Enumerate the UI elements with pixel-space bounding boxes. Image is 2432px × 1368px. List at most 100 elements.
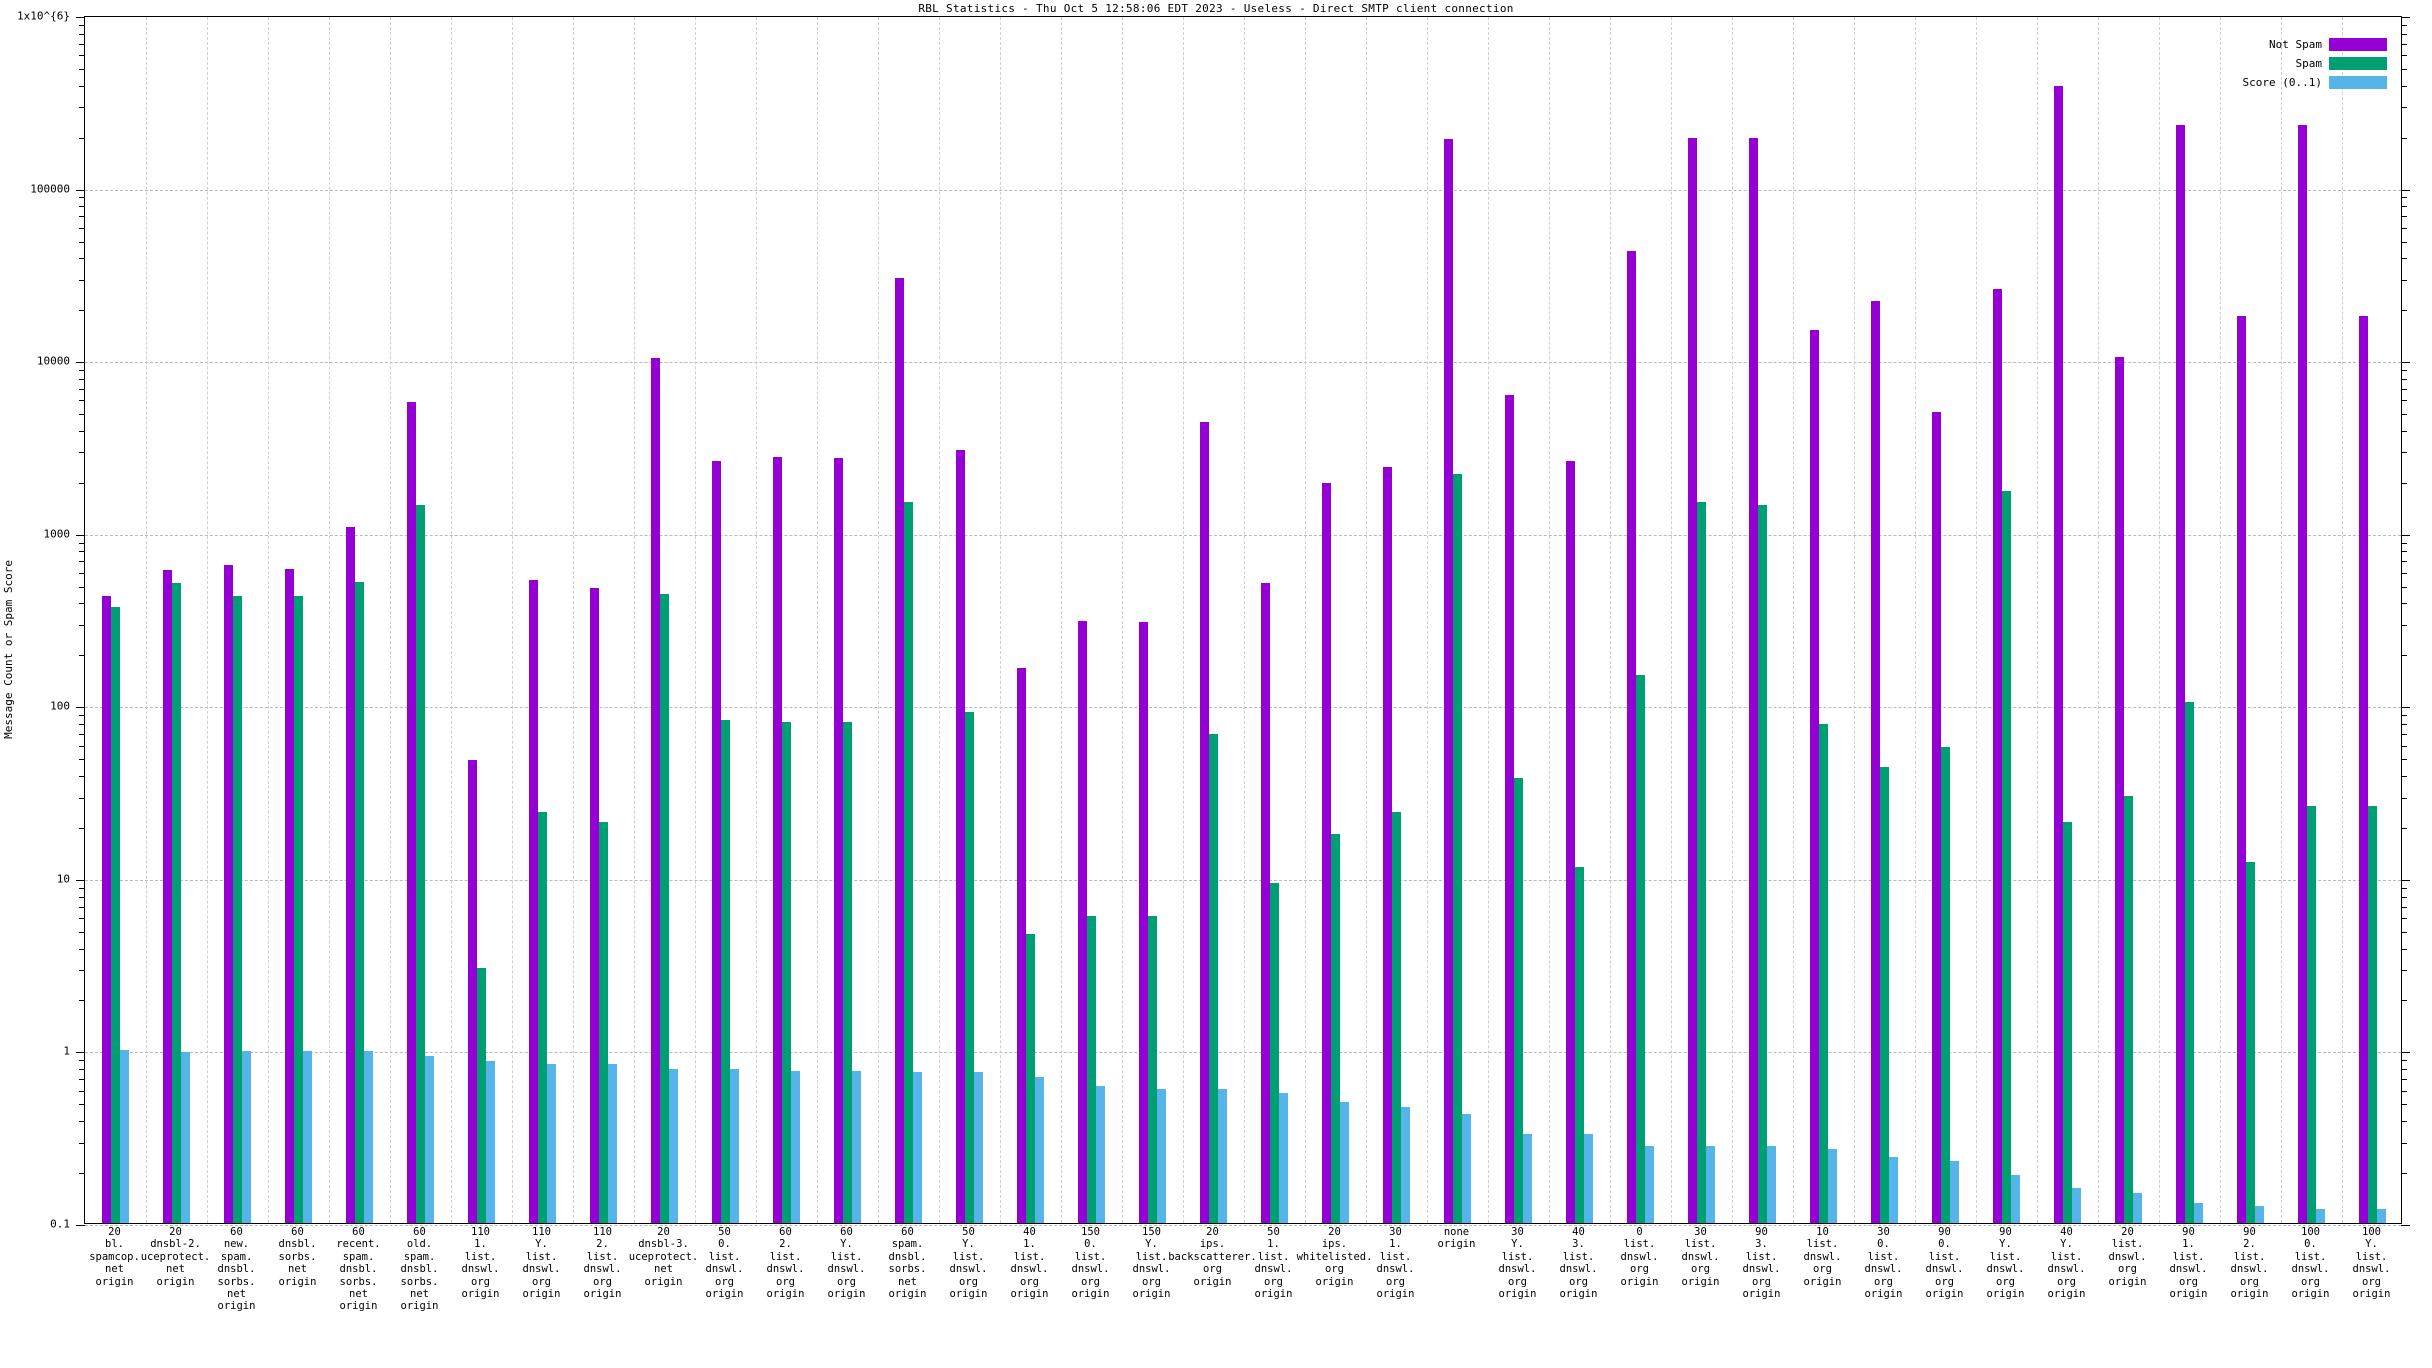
bar-group (2281, 17, 2342, 1223)
y-axis-tick-minor (2401, 24, 2407, 26)
bar-ns (1932, 412, 1942, 1223)
x-axis-tick-label: 20 dnsbl-2. uceprotect. net origin (140, 1226, 211, 1288)
y-axis-tick-minor (79, 551, 85, 553)
y-axis-tick-minor (2401, 197, 2407, 199)
bar-group (512, 17, 573, 1223)
y-axis-tick-minor (79, 452, 85, 454)
gridline-vertical (2281, 17, 2282, 1223)
y-axis-tick-minor (79, 715, 85, 717)
bar-ns (1139, 621, 1149, 1223)
gridline-vertical (878, 17, 879, 1223)
bar-group (2098, 17, 2159, 1223)
bar-group (1488, 17, 1549, 1223)
bar-sp (172, 583, 181, 1223)
bar-sp (782, 722, 791, 1223)
y-axis-tick-major (2401, 1052, 2410, 1054)
y-axis-tick-minor (2401, 378, 2407, 380)
gridline-vertical (1366, 17, 1367, 1223)
bar-sp (1514, 777, 1523, 1223)
bar-sp (843, 722, 852, 1223)
bar-ns (1322, 482, 1332, 1223)
x-axis-tick-label: 40 Y. list. dnswl. org origin (2047, 1226, 2086, 1301)
y-axis-tick-minor (79, 1060, 85, 1062)
bar-group (2220, 17, 2281, 1223)
y-axis-tick-minor (2401, 310, 2407, 312)
bar-group (573, 17, 634, 1223)
chart-title: RBL Statistics - Thu Oct 5 12:58:06 EDT … (918, 2, 1514, 15)
y-axis-tick-major (76, 534, 85, 536)
y-axis-tick-minor (79, 85, 85, 87)
y-axis-tick-label: 1x10^{6} (17, 9, 70, 23)
bar-ns (590, 587, 600, 1223)
bar-ns (1993, 288, 2003, 1223)
y-axis-tick-label: 10 (56, 872, 70, 886)
bar-sp (1026, 934, 1035, 1223)
y-axis-tick-minor (79, 1121, 85, 1123)
gridline-vertical (1244, 17, 1245, 1223)
bar-group (756, 17, 817, 1223)
bar-sp (721, 720, 730, 1223)
y-axis-tick-major (76, 17, 85, 18)
y-axis-tick-minor (79, 827, 85, 829)
y-axis-tick-label: 0.1 (50, 1217, 70, 1231)
y-axis-tick-major (2401, 362, 2410, 364)
y-axis-tick-minor (79, 970, 85, 972)
gridline-vertical (1549, 17, 1550, 1223)
y-axis-tick-minor (79, 1104, 85, 1106)
gridline-vertical (2098, 17, 2099, 1223)
y-axis-tick-minor (2401, 1060, 2407, 1062)
bar-group (1366, 17, 1427, 1223)
bar-group (1305, 17, 1366, 1223)
y-axis-tick-minor (79, 107, 85, 109)
legend-label-score: Score (0..1) (2242, 76, 2322, 89)
y-axis-tick-minor (2401, 759, 2407, 761)
bar-ns (2237, 316, 2247, 1223)
bar-ns (2115, 357, 2125, 1223)
y-axis-tick-minor (79, 759, 85, 761)
x-axis-tick-label: 50 Y. list. dnswl. org origin (949, 1226, 988, 1301)
x-axis-tick-label: 60 recent. spam. dnsbl. sorbs. net origi… (336, 1226, 381, 1313)
y-axis-tick-minor (79, 561, 85, 563)
x-axis-tick-label: 50 0. list. dnswl. org origin (705, 1226, 744, 1301)
y-axis-tick-minor (2401, 1142, 2407, 1144)
bar-ns (2054, 85, 2064, 1223)
y-axis-tick-minor (79, 1090, 85, 1092)
gridline-vertical (1976, 17, 1977, 1223)
y-axis-tick-minor (79, 414, 85, 416)
y-axis-tick-minor (79, 33, 85, 35)
gridline-vertical (268, 17, 269, 1223)
y-axis-tick-minor (79, 400, 85, 402)
bar-group (2159, 17, 2220, 1223)
bar-group (1549, 17, 1610, 1223)
x-axis-tick-label: 20 dnsbl-3. uceprotect. net origin (628, 1226, 699, 1288)
bar-sc (2254, 1206, 2264, 1223)
x-axis-tick-label: 30 Y. list. dnswl. org origin (1498, 1226, 1537, 1301)
bar-sc (546, 1064, 556, 1223)
bar-sc (851, 1071, 861, 1223)
bar-ns (1017, 667, 1027, 1223)
gridline-vertical (939, 17, 940, 1223)
bar-sc (2010, 1174, 2020, 1223)
bar-sp (355, 581, 364, 1223)
bar-ns (1505, 394, 1515, 1223)
y-axis-tick-minor (2401, 896, 2407, 898)
bar-sp (2063, 822, 2072, 1223)
y-axis-tick-minor (79, 655, 85, 657)
bar-ns (102, 595, 112, 1223)
bar-sp (1697, 502, 1706, 1223)
bar-sp (2307, 806, 2316, 1223)
bar-sc (302, 1051, 312, 1223)
x-axis-tick-label: 30 1. list. dnswl. org origin (1376, 1226, 1415, 1301)
y-axis-tick-label: 1 (63, 1044, 70, 1058)
plot-area: Not Spam Spam Score (0..1) (76, 16, 2410, 1226)
y-axis-tick-minor (2401, 775, 2407, 777)
y-axis-tick-minor (79, 734, 85, 736)
bar-group (878, 17, 939, 1223)
y-axis-tick-minor (2401, 107, 2407, 109)
bar-sc (2071, 1187, 2081, 1223)
y-axis-tick-major (2401, 707, 2410, 709)
y-axis-tick-minor (79, 430, 85, 432)
y-axis-tick-minor (2401, 1000, 2407, 1002)
y-axis-tick-minor (79, 1079, 85, 1081)
x-axis-tick-label: 20 list. dnswl. org origin (2108, 1226, 2147, 1288)
